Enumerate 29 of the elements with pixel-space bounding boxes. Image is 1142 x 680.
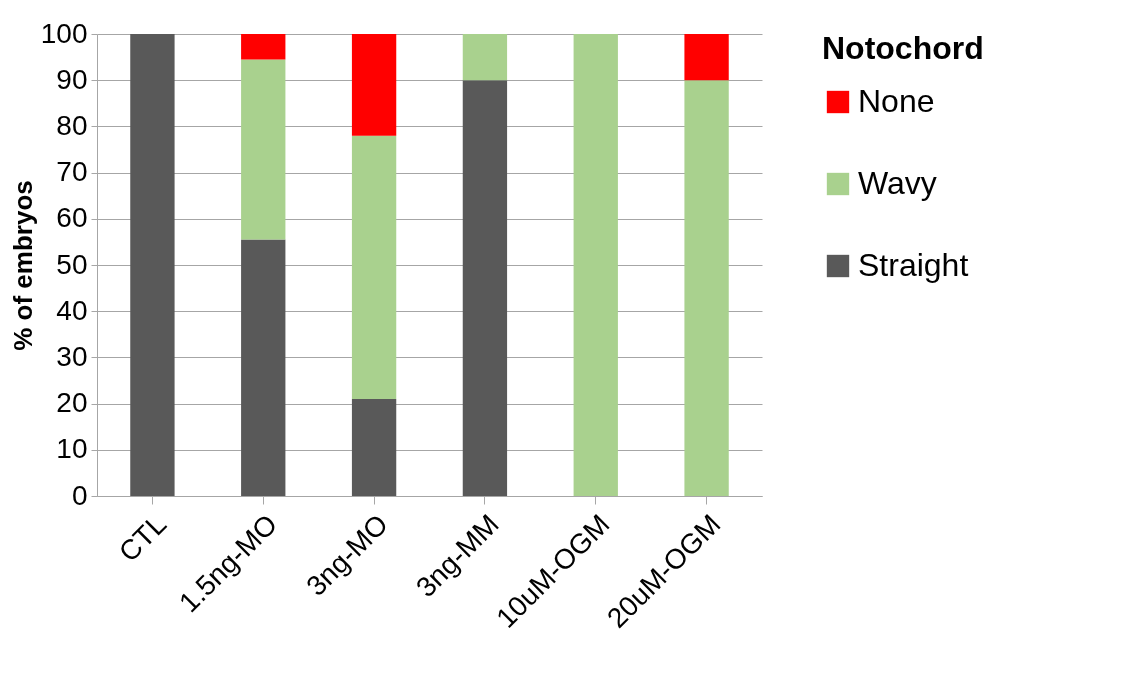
legend-label: Straight: [858, 247, 969, 283]
legend-label: Wavy: [858, 165, 937, 201]
legend-label: None: [858, 83, 935, 119]
bar: [684, 80, 729, 496]
y-tick-label: 30: [56, 340, 88, 372]
y-tick-label: 50: [56, 248, 88, 280]
y-tick-label: 60: [56, 202, 88, 234]
x-tick-label: CTL: [112, 508, 173, 568]
bar: [351, 135, 397, 399]
y-tick-label: 80: [56, 109, 88, 141]
y-tick-label: 70: [56, 156, 88, 188]
bar: [462, 34, 508, 81]
y-tick-label: 90: [56, 63, 88, 95]
bar: [241, 34, 286, 60]
bar: [573, 34, 618, 496]
legend-title: Notochord: [822, 30, 984, 66]
y-axis-title: % of embryos: [7, 180, 38, 351]
bar: [130, 34, 175, 496]
bar: [684, 34, 729, 81]
bar: [241, 239, 286, 496]
bar: [241, 59, 286, 240]
bar: [351, 398, 397, 496]
y-tick-label: 40: [56, 294, 88, 326]
bar: [462, 80, 508, 496]
y-tick-label: 0: [71, 479, 88, 511]
y-tick-label: 100: [40, 17, 88, 49]
y-tick-label: 10: [56, 433, 88, 465]
bar: [351, 34, 397, 136]
y-tick-label: 20: [56, 387, 88, 419]
